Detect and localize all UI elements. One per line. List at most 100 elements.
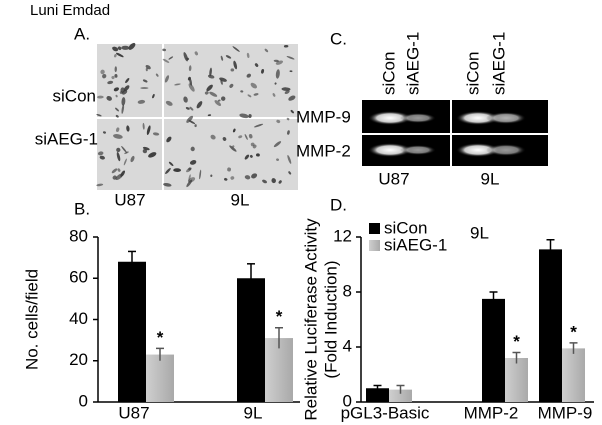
cell <box>100 69 105 75</box>
cell <box>123 158 127 166</box>
cell <box>99 155 105 160</box>
y-tick-label: 4 <box>343 336 352 355</box>
cell <box>254 63 259 67</box>
cell <box>152 93 155 99</box>
cell <box>168 161 174 167</box>
cell <box>187 76 191 81</box>
cell <box>290 109 294 114</box>
cell <box>229 145 237 152</box>
cell <box>97 151 104 156</box>
y-tick-label: 60 <box>69 268 88 287</box>
cell <box>274 82 277 85</box>
cell <box>106 95 112 101</box>
gel-band <box>400 113 436 123</box>
cell <box>174 83 181 86</box>
x-tick-label: MMP-2 <box>464 403 519 422</box>
bar <box>389 389 412 402</box>
cell <box>246 73 252 78</box>
bar <box>562 348 585 402</box>
cell <box>244 154 250 160</box>
cell <box>113 87 120 92</box>
cell <box>115 94 118 98</box>
cell <box>124 151 129 154</box>
cell <box>225 55 232 59</box>
cell <box>166 136 172 143</box>
cell <box>246 52 250 59</box>
cell <box>145 68 148 72</box>
cell <box>249 154 253 158</box>
bar <box>237 278 265 402</box>
cell <box>142 146 150 151</box>
cell <box>262 179 267 184</box>
y-tick-label: 0 <box>79 391 88 410</box>
cell <box>238 135 243 139</box>
cell <box>189 106 194 111</box>
y-tick-label: 0 <box>343 391 352 410</box>
column-label: U87 <box>378 169 409 188</box>
cell <box>271 178 276 184</box>
cell <box>248 114 252 118</box>
panel-label: C. <box>330 29 347 48</box>
cell <box>278 180 282 184</box>
cell <box>116 147 121 153</box>
cell <box>114 74 118 78</box>
significance-marker: * <box>513 332 520 351</box>
cell <box>227 167 232 172</box>
cell <box>107 80 114 85</box>
cell <box>209 91 218 97</box>
cell <box>146 125 151 135</box>
gel-band <box>456 143 500 157</box>
cell <box>232 46 240 52</box>
cell <box>165 167 171 175</box>
cell <box>142 122 145 130</box>
cell <box>188 167 192 171</box>
cell <box>188 65 192 72</box>
cell <box>188 83 195 92</box>
cell <box>220 55 224 61</box>
cell <box>221 96 226 101</box>
lane-label: siAEG-1 <box>403 32 422 95</box>
cell <box>116 152 121 162</box>
cell <box>232 128 236 133</box>
cell <box>115 52 124 58</box>
gel-band <box>368 111 412 125</box>
cell <box>275 60 284 65</box>
significance-marker: * <box>570 322 577 341</box>
cell <box>163 182 172 187</box>
cell <box>230 176 235 180</box>
cell <box>194 124 197 128</box>
cell <box>286 56 295 60</box>
cell <box>128 42 136 50</box>
cell <box>155 73 159 77</box>
cell <box>287 130 290 135</box>
cell <box>248 133 253 139</box>
significance-marker: * <box>276 307 283 326</box>
cell <box>112 46 119 52</box>
cell <box>253 123 264 128</box>
cell <box>209 67 212 77</box>
cell <box>173 168 182 173</box>
cell <box>283 44 289 48</box>
gel-band <box>486 112 526 124</box>
cell <box>194 51 198 56</box>
y-tick-label: 80 <box>69 226 88 245</box>
y-axis-label: (Fold Induction) <box>321 260 340 378</box>
cell <box>264 48 269 53</box>
cell <box>207 114 212 117</box>
cell <box>276 119 281 124</box>
bar <box>118 261 146 402</box>
cell <box>206 84 213 92</box>
bar <box>505 358 528 402</box>
cell <box>121 146 127 153</box>
x-tick-label: 9L <box>244 403 263 422</box>
y-tick-label: 12 <box>333 226 352 245</box>
cell <box>183 52 188 62</box>
cell <box>130 155 135 163</box>
column-label: 9L <box>231 190 250 209</box>
x-tick-label: pGL3-Basic <box>341 403 430 422</box>
cell <box>210 134 216 140</box>
cell <box>217 99 221 102</box>
cell <box>261 68 265 74</box>
bar <box>146 354 174 402</box>
